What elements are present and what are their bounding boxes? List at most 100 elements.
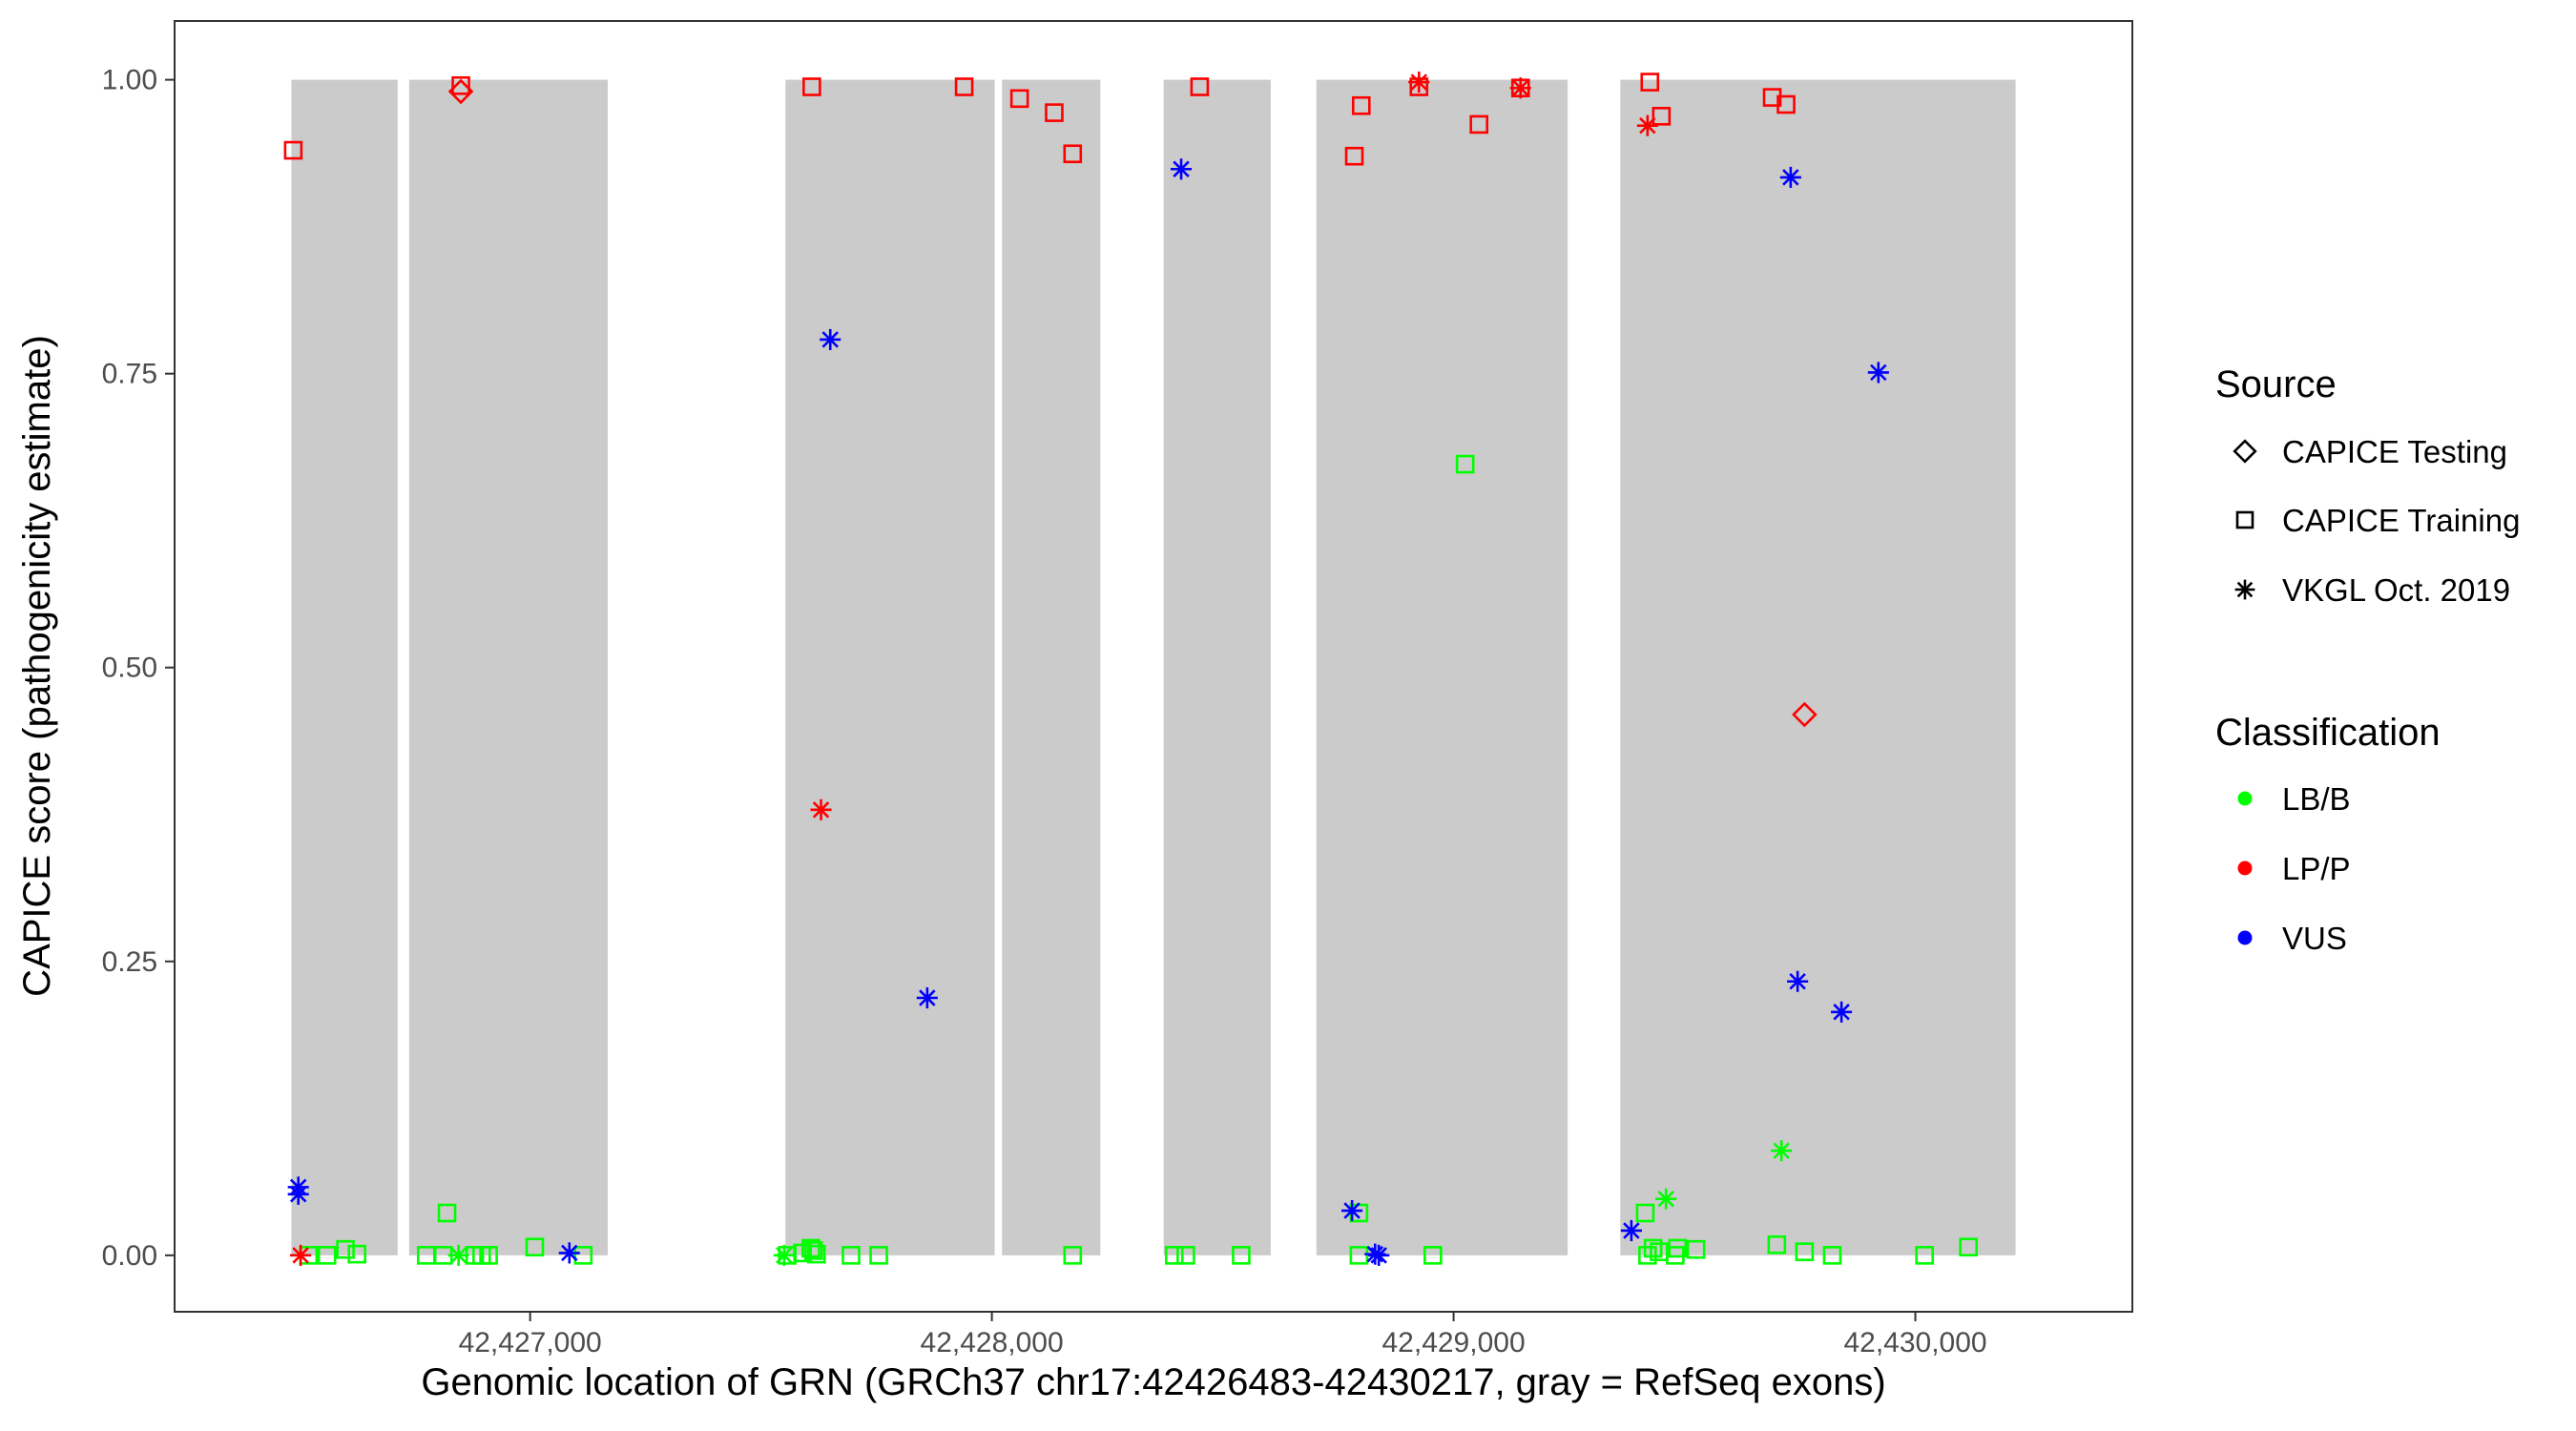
data-point-square-40 <box>1232 1246 1251 1265</box>
data-point-star-8 <box>820 328 841 350</box>
data-point-square-17 <box>1776 94 1796 114</box>
data-point-star-19 <box>1771 1140 1793 1162</box>
data-point-star-2 <box>287 1183 309 1205</box>
data-point-square-14 <box>1640 73 1660 92</box>
data-point-star-22 <box>1831 1001 1853 1023</box>
data-point-square-54 <box>1822 1246 1842 1265</box>
legend-label: CAPICE Training <box>2282 503 2520 538</box>
data-point-star-11 <box>1341 1199 1363 1222</box>
legend-label: CAPICE Testing <box>2282 434 2507 469</box>
y-tick-label: 0.00 <box>102 1240 157 1272</box>
x-tick-label: 42,429,000 <box>1381 1327 1525 1358</box>
data-point-star-7 <box>810 798 832 820</box>
series-vkgl-oct-2019 <box>287 72 1889 1266</box>
data-point-square-28 <box>525 1237 545 1257</box>
data-point-diamond-2 <box>1792 701 1818 728</box>
exon-layer <box>291 79 2016 1255</box>
data-point-square-45 <box>1635 1203 1655 1223</box>
x-axis: 42,427,000 42,428,000 42,429,000 42,430,000 <box>459 1312 1987 1358</box>
data-point-square-27 <box>479 1246 498 1265</box>
data-point-square-2 <box>451 75 470 95</box>
data-point-square-56 <box>1959 1237 1978 1257</box>
legend-key-dot <box>2237 861 2253 876</box>
data-point-square-53 <box>1795 1242 1815 1261</box>
data-point-square-20 <box>336 1239 355 1259</box>
data-point-square-10 <box>1351 95 1371 115</box>
legend-label: LP/P <box>2282 851 2351 886</box>
x-tick-label: 42,428,000 <box>921 1327 1064 1358</box>
data-point-square-39 <box>1176 1246 1195 1265</box>
data-point-star-14 <box>1408 72 1430 93</box>
data-point-star-9 <box>916 986 938 1009</box>
data-point-star-6 <box>773 1244 795 1266</box>
data-point-square-55 <box>1915 1246 1935 1265</box>
data-point-square-32 <box>801 1238 821 1258</box>
data-point-star-13 <box>1368 1244 1390 1266</box>
exon-band-7 <box>1620 79 2016 1255</box>
legend-key-dot <box>2237 930 2253 945</box>
data-point-square-36 <box>869 1246 888 1265</box>
legend-title: Classification <box>2215 712 2441 754</box>
point-layer <box>283 72 1978 1266</box>
data-point-square-15 <box>1652 107 1672 126</box>
x-tick-label: 42,430,000 <box>1843 1327 1986 1358</box>
legend-label: VUS <box>2282 921 2347 956</box>
legend: Source CAPICE Testing CAPICE Training VKGL … <box>2215 363 2520 956</box>
exon-band-3 <box>785 79 995 1255</box>
y-axis-title: CAPICE score (pathogenicity estimate) <box>16 335 58 997</box>
data-point-square-6 <box>1045 103 1064 122</box>
data-point-star-16 <box>1620 1219 1642 1242</box>
data-point-star-5 <box>558 1242 580 1264</box>
data-point-star-23 <box>1867 362 1889 384</box>
data-point-square-5 <box>1009 89 1029 109</box>
data-point-square-8 <box>1190 77 1210 96</box>
data-point-square-21 <box>347 1244 366 1264</box>
data-point-square-50 <box>1668 1238 1688 1258</box>
data-point-star-4 <box>447 1244 469 1266</box>
x-tick-label: 42,427,000 <box>459 1327 602 1358</box>
data-point-square-7 <box>1063 144 1083 164</box>
data-point-star-21 <box>1787 970 1809 992</box>
series-capice-training <box>283 73 1978 1265</box>
legend-key-diamond <box>2233 439 2257 464</box>
exon-band-4 <box>1002 79 1101 1255</box>
plot-panel-border <box>174 20 2133 1313</box>
data-point-star-20 <box>1779 166 1801 188</box>
data-point-star-10 <box>1170 158 1193 180</box>
legend-key-square <box>2235 510 2254 529</box>
data-point-square-47 <box>1643 1238 1663 1258</box>
data-point-square-35 <box>841 1246 861 1265</box>
data-point-square-12 <box>1469 114 1488 135</box>
data-point-square-51 <box>1686 1239 1706 1259</box>
data-point-square-1 <box>283 140 303 160</box>
data-point-square-9 <box>1344 146 1364 166</box>
legend-label: VKGL Oct. 2019 <box>2282 572 2510 608</box>
legend-title: Source <box>2215 363 2337 405</box>
y-axis: 0.00 0.25 0.50 0.75 1.00 <box>102 65 175 1272</box>
data-point-square-4 <box>954 77 974 96</box>
data-point-star-18 <box>1655 1188 1677 1210</box>
legend-label: LB/B <box>2282 781 2351 817</box>
data-point-star-3 <box>290 1244 312 1266</box>
data-point-square-24 <box>437 1203 457 1223</box>
data-point-square-19 <box>317 1246 337 1265</box>
y-tick-label: 0.25 <box>102 946 157 978</box>
data-point-square-34 <box>806 1244 826 1264</box>
data-point-square-37 <box>1063 1246 1083 1265</box>
exon-band-5 <box>1163 79 1271 1255</box>
data-point-square-52 <box>1767 1234 1787 1255</box>
data-point-square-43 <box>1423 1246 1443 1265</box>
legend-key-dot <box>2237 791 2253 806</box>
exon-band-2 <box>408 79 608 1255</box>
data-point-star-17 <box>1636 114 1658 136</box>
exon-band-6 <box>1316 79 1568 1255</box>
legend-source: Source CAPICE Testing CAPICE Training VKGL … <box>2215 363 2520 608</box>
exon-band-1 <box>291 79 398 1255</box>
data-point-square-3 <box>802 77 821 96</box>
legend-key-star <box>2234 579 2255 600</box>
y-tick-label: 0.50 <box>102 653 157 684</box>
data-point-square-29 <box>573 1246 593 1265</box>
y-tick-label: 0.75 <box>102 359 157 390</box>
data-point-square-44 <box>1455 454 1475 474</box>
